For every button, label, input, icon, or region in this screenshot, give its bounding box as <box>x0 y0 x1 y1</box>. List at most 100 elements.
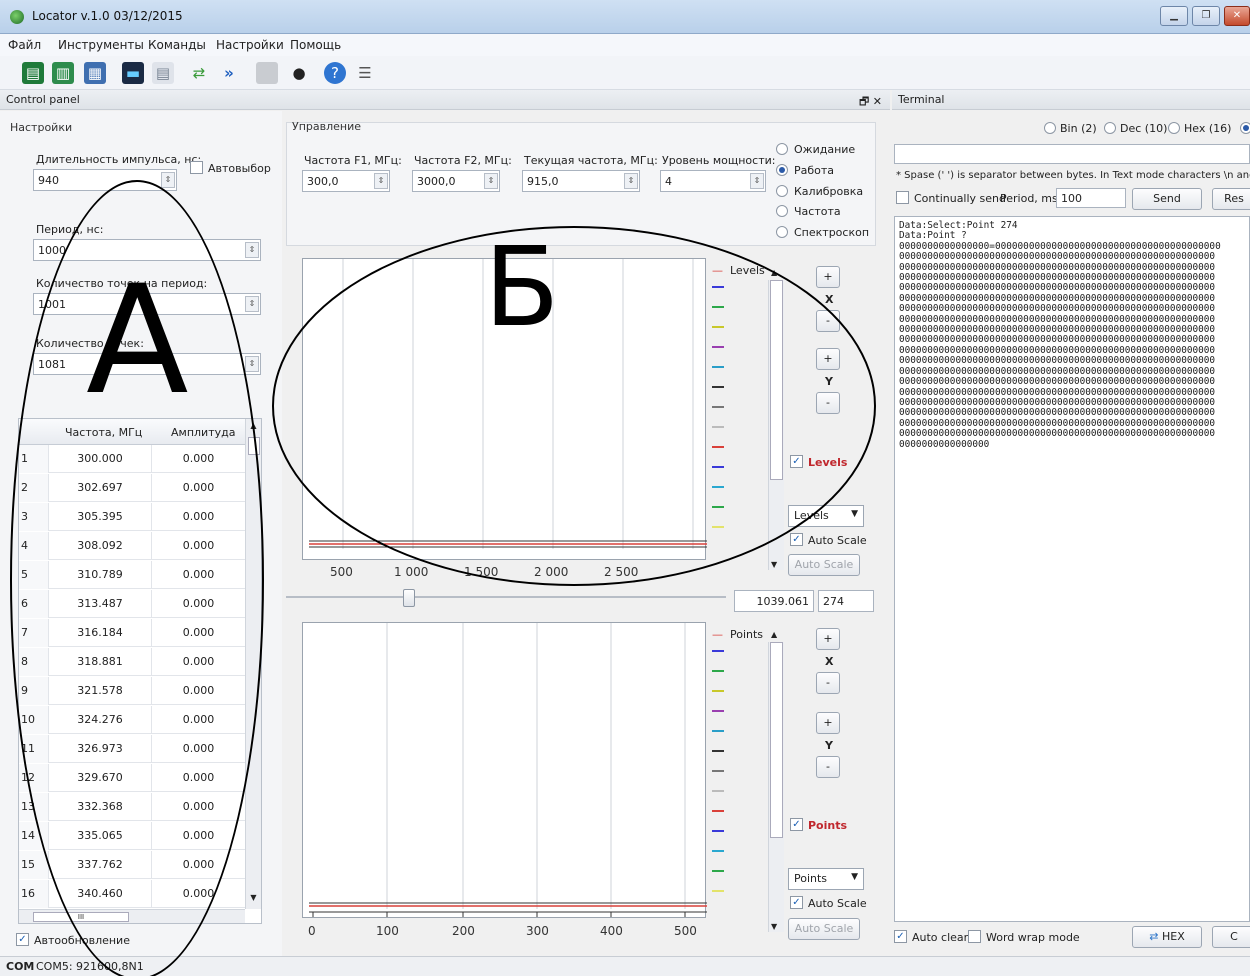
word-wrap-checkbox[interactable] <box>968 930 981 943</box>
format-hex-radio[interactable] <box>1168 122 1180 134</box>
menu-tools[interactable]: Инструменты <box>58 38 144 52</box>
forward-icon[interactable]: » <box>224 64 234 82</box>
power-spin-icon[interactable]: ⇕ <box>750 173 764 189</box>
format-dec-label: Dec (10) <box>1120 122 1168 135</box>
terminal-line: 0000000000000000000000000000000000000000… <box>899 313 1216 325</box>
points-visible-checkbox[interactable]: ✓ <box>790 818 803 831</box>
points-spin-icon[interactable]: ⇕ <box>245 356 259 372</box>
period-spin-icon[interactable]: ⇕ <box>245 242 259 258</box>
scroll-down-icon[interactable]: ▼ <box>771 560 778 569</box>
terminal-line: 0000000000000000000000000000000000000000… <box>899 407 1216 419</box>
scroll-down-icon[interactable]: ▼ <box>771 922 778 931</box>
levels-x-zoom-in-button[interactable]: + <box>816 266 840 288</box>
control-panel-title: Control panel <box>6 93 80 106</box>
terminal-line: 0000000000000000000000000000000000000000… <box>899 251 1216 263</box>
power-input[interactable]: 4 <box>660 170 766 192</box>
levels-auto-scale-label: Auto Scale <box>808 534 867 547</box>
mode-calibration-radio[interactable] <box>776 185 788 197</box>
toolbar: ▤ ▥ ▦ ▬ ▤ ⇄ » ● ? ☰ <box>0 56 1250 90</box>
table-icon[interactable]: ▤ <box>152 62 174 84</box>
auto-select-checkbox[interactable] <box>190 161 203 174</box>
levels-auto-scale-checkbox[interactable]: ✓ <box>790 533 803 546</box>
pulse-spin-icon[interactable]: ⇕ <box>161 172 175 188</box>
terminal-line: 0000000000000000000000000000000000000000… <box>899 417 1216 429</box>
legend-swatch <box>712 870 724 872</box>
annotation-ellipse-a <box>10 180 264 976</box>
auto-clear-checkbox[interactable]: ✓ <box>894 930 907 943</box>
terminal-send-input[interactable] <box>894 144 1250 164</box>
menu-commands[interactable]: Команды <box>148 38 206 52</box>
terminal-dock-bar: Terminal <box>892 90 1250 110</box>
points-series-combo[interactable]: Points ▼ <box>788 868 864 890</box>
help-icon[interactable]: ? <box>324 62 346 84</box>
current-frequency-label: Текущая частота, МГц: <box>524 154 658 167</box>
points-legend-scroll-thumb[interactable] <box>770 642 783 838</box>
format-dec-radio[interactable] <box>1104 122 1116 134</box>
terminal-hint: * Spase (' ') is separator between bytes… <box>896 170 1250 181</box>
points-auto-scale-button[interactable]: Auto Scale <box>788 918 860 940</box>
points-legend-scrollbar[interactable]: ▲ ▼ <box>768 630 784 932</box>
annotation-letter-b: Б <box>484 223 560 351</box>
refresh-icon[interactable]: ⇄ <box>192 64 206 82</box>
monitor-icon[interactable]: ▬ <box>122 62 144 84</box>
format-text-radio[interactable] <box>1240 122 1250 134</box>
settings-group-title: Настройки <box>10 121 73 134</box>
points-auto-scale-label: Auto Scale <box>808 897 867 910</box>
scroll-up-icon[interactable]: ▲ <box>771 630 778 639</box>
current-frequency-input[interactable]: 915,0 <box>522 170 640 192</box>
points-y-zoom-in-button[interactable]: + <box>816 712 840 734</box>
points-legend-swatch: — <box>712 628 723 641</box>
mode-frequency-radio[interactable] <box>776 205 788 217</box>
period-ms-input[interactable]: 100 <box>1056 188 1126 208</box>
terminal-output[interactable]: Data:Select:Point 274 Data:Point ? 0000000… <box>894 216 1250 922</box>
reset-button[interactable]: Res <box>1212 188 1250 210</box>
mode-work-radio[interactable] <box>776 164 788 176</box>
stop-icon[interactable] <box>256 62 278 84</box>
points-x-zoom-in-button[interactable]: + <box>816 628 840 650</box>
mode-standby-radio[interactable] <box>776 143 788 155</box>
f2-input[interactable]: 3000,0 <box>412 170 500 192</box>
mode-spectroscope-radio[interactable] <box>776 226 788 238</box>
menu-help[interactable]: Помощь <box>290 38 342 52</box>
continually-send-checkbox[interactable] <box>896 191 909 204</box>
points-y-axis-label: Y <box>825 739 833 752</box>
points-auto-scale-checkbox[interactable]: ✓ <box>790 896 803 909</box>
current-frequency-spin-icon[interactable]: ⇕ <box>624 173 638 189</box>
maximize-button[interactable]: ❐ <box>1192 6 1220 26</box>
save-as-icon[interactable]: ▥ <box>52 62 74 84</box>
points-y-zoom-out-button[interactable]: - <box>816 756 840 778</box>
database-icon[interactable]: ☰ <box>358 64 372 82</box>
f1-label: Частота F1, МГц: <box>304 154 402 167</box>
terminal-line: 0000000000000000000000000000000000000000… <box>899 396 1216 408</box>
bomb-icon[interactable]: ● <box>292 64 306 82</box>
scroll-down-icon[interactable]: ▼ <box>250 893 257 902</box>
chart-icon[interactable]: ▦ <box>84 62 106 84</box>
format-bin-radio[interactable] <box>1044 122 1056 134</box>
f2-spin-icon[interactable]: ⇕ <box>484 173 498 189</box>
points-x-zoom-out-button[interactable]: - <box>816 672 840 694</box>
points-plot-svg <box>309 623 707 917</box>
clear-button[interactable]: C <box>1212 926 1250 948</box>
frequency-slider-track[interactable] <box>286 596 726 598</box>
dock-float-close-icon[interactable]: 🗗 ✕ <box>858 95 882 108</box>
status-com-label: COM <box>6 960 35 973</box>
terminal-line: 0000000000000000000000000000000000000000… <box>899 365 1216 377</box>
frequency-slider-handle[interactable] <box>403 589 415 607</box>
send-button[interactable]: Send <box>1132 188 1202 210</box>
points-plot[interactable] <box>302 622 707 918</box>
menu-settings[interactable]: Настройки <box>216 38 284 52</box>
hex-button[interactable]: ⇄ HEX <box>1132 926 1202 948</box>
points-x-tick: 0 <box>308 924 316 938</box>
f1-spin-icon[interactable]: ⇕ <box>374 173 388 189</box>
points-per-period-spin-icon[interactable]: ⇕ <box>245 296 259 312</box>
menu-file[interactable]: Файл <box>8 38 42 52</box>
levels-auto-scale-button[interactable]: Auto Scale <box>788 554 860 576</box>
close-button[interactable]: ✕ <box>1224 6 1250 26</box>
f1-input[interactable]: 300,0 <box>302 170 390 192</box>
minimize-button[interactable]: ▁ <box>1160 6 1188 26</box>
save-icon[interactable]: ▤ <box>22 62 44 84</box>
slider-frequency-value[interactable]: 1039.061 <box>734 590 814 612</box>
auto-update-checkbox[interactable]: ✓ <box>16 933 29 946</box>
annotation-letter-a: А <box>86 254 189 428</box>
slider-index-value[interactable]: 274 <box>818 590 874 612</box>
